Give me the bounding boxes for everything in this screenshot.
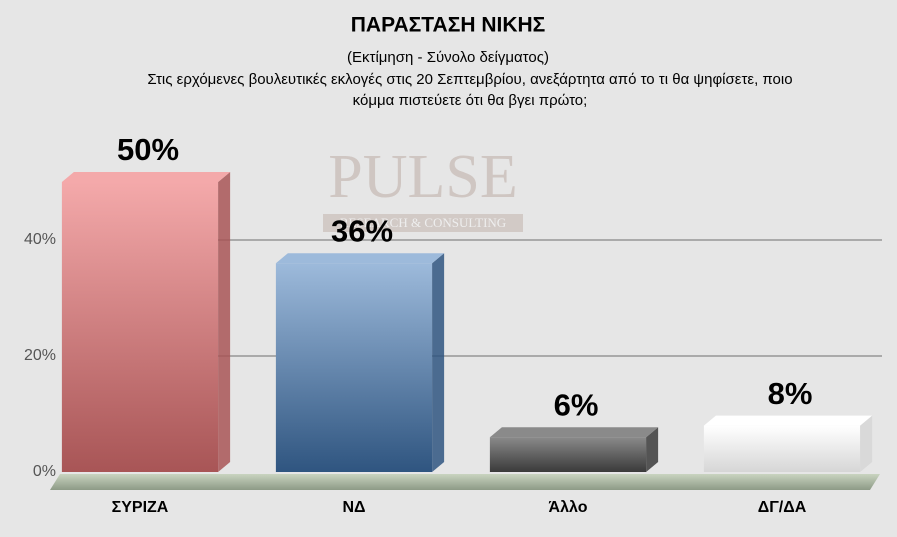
bar bbox=[275, 263, 433, 472]
value-label: 8% bbox=[768, 376, 813, 411]
y-tick-label: 20% bbox=[24, 347, 56, 364]
bar-side bbox=[432, 253, 445, 472]
watermark-brand: PULSE bbox=[328, 143, 517, 211]
x-tick-label: ΔΓ/ΔΑ bbox=[758, 499, 807, 516]
subtitle: (Εκτίμηση - Σύνολο δείγματος) bbox=[347, 49, 549, 66]
watermark-band bbox=[323, 214, 523, 232]
chart-title: ΠΑΡΑΣΤΑΣΗ ΝΙΚΗΣ bbox=[351, 14, 546, 37]
bar bbox=[703, 425, 861, 472]
value-label: 50% bbox=[117, 132, 179, 167]
bar-top bbox=[489, 427, 659, 438]
y-tick-label: 0% bbox=[33, 463, 56, 480]
x-tick-label: ΣΥΡΙΖΑ bbox=[112, 499, 169, 516]
bar-top bbox=[703, 415, 873, 426]
watermark-tagline: RESEARCH & CONSULTING bbox=[340, 215, 506, 230]
y-tick-label: 40% bbox=[24, 231, 56, 248]
bar bbox=[61, 182, 219, 472]
question: Στις ερχόμενες βουλευτικές εκλογές στις … bbox=[147, 71, 792, 88]
value-label: 6% bbox=[554, 387, 599, 422]
bar-side bbox=[218, 172, 231, 472]
bar-side bbox=[860, 415, 873, 472]
question: κόμμα πιστεύετε ότι θα βγει πρώτο; bbox=[353, 92, 588, 109]
bar-top bbox=[61, 172, 231, 182]
x-tick-label: ΝΔ bbox=[342, 499, 365, 516]
bar-top bbox=[275, 253, 445, 264]
value-label: 36% bbox=[331, 213, 393, 248]
bar bbox=[489, 437, 647, 472]
bar-side bbox=[646, 427, 659, 472]
x-tick-label: Άλλο bbox=[549, 499, 588, 516]
floor bbox=[50, 474, 880, 490]
